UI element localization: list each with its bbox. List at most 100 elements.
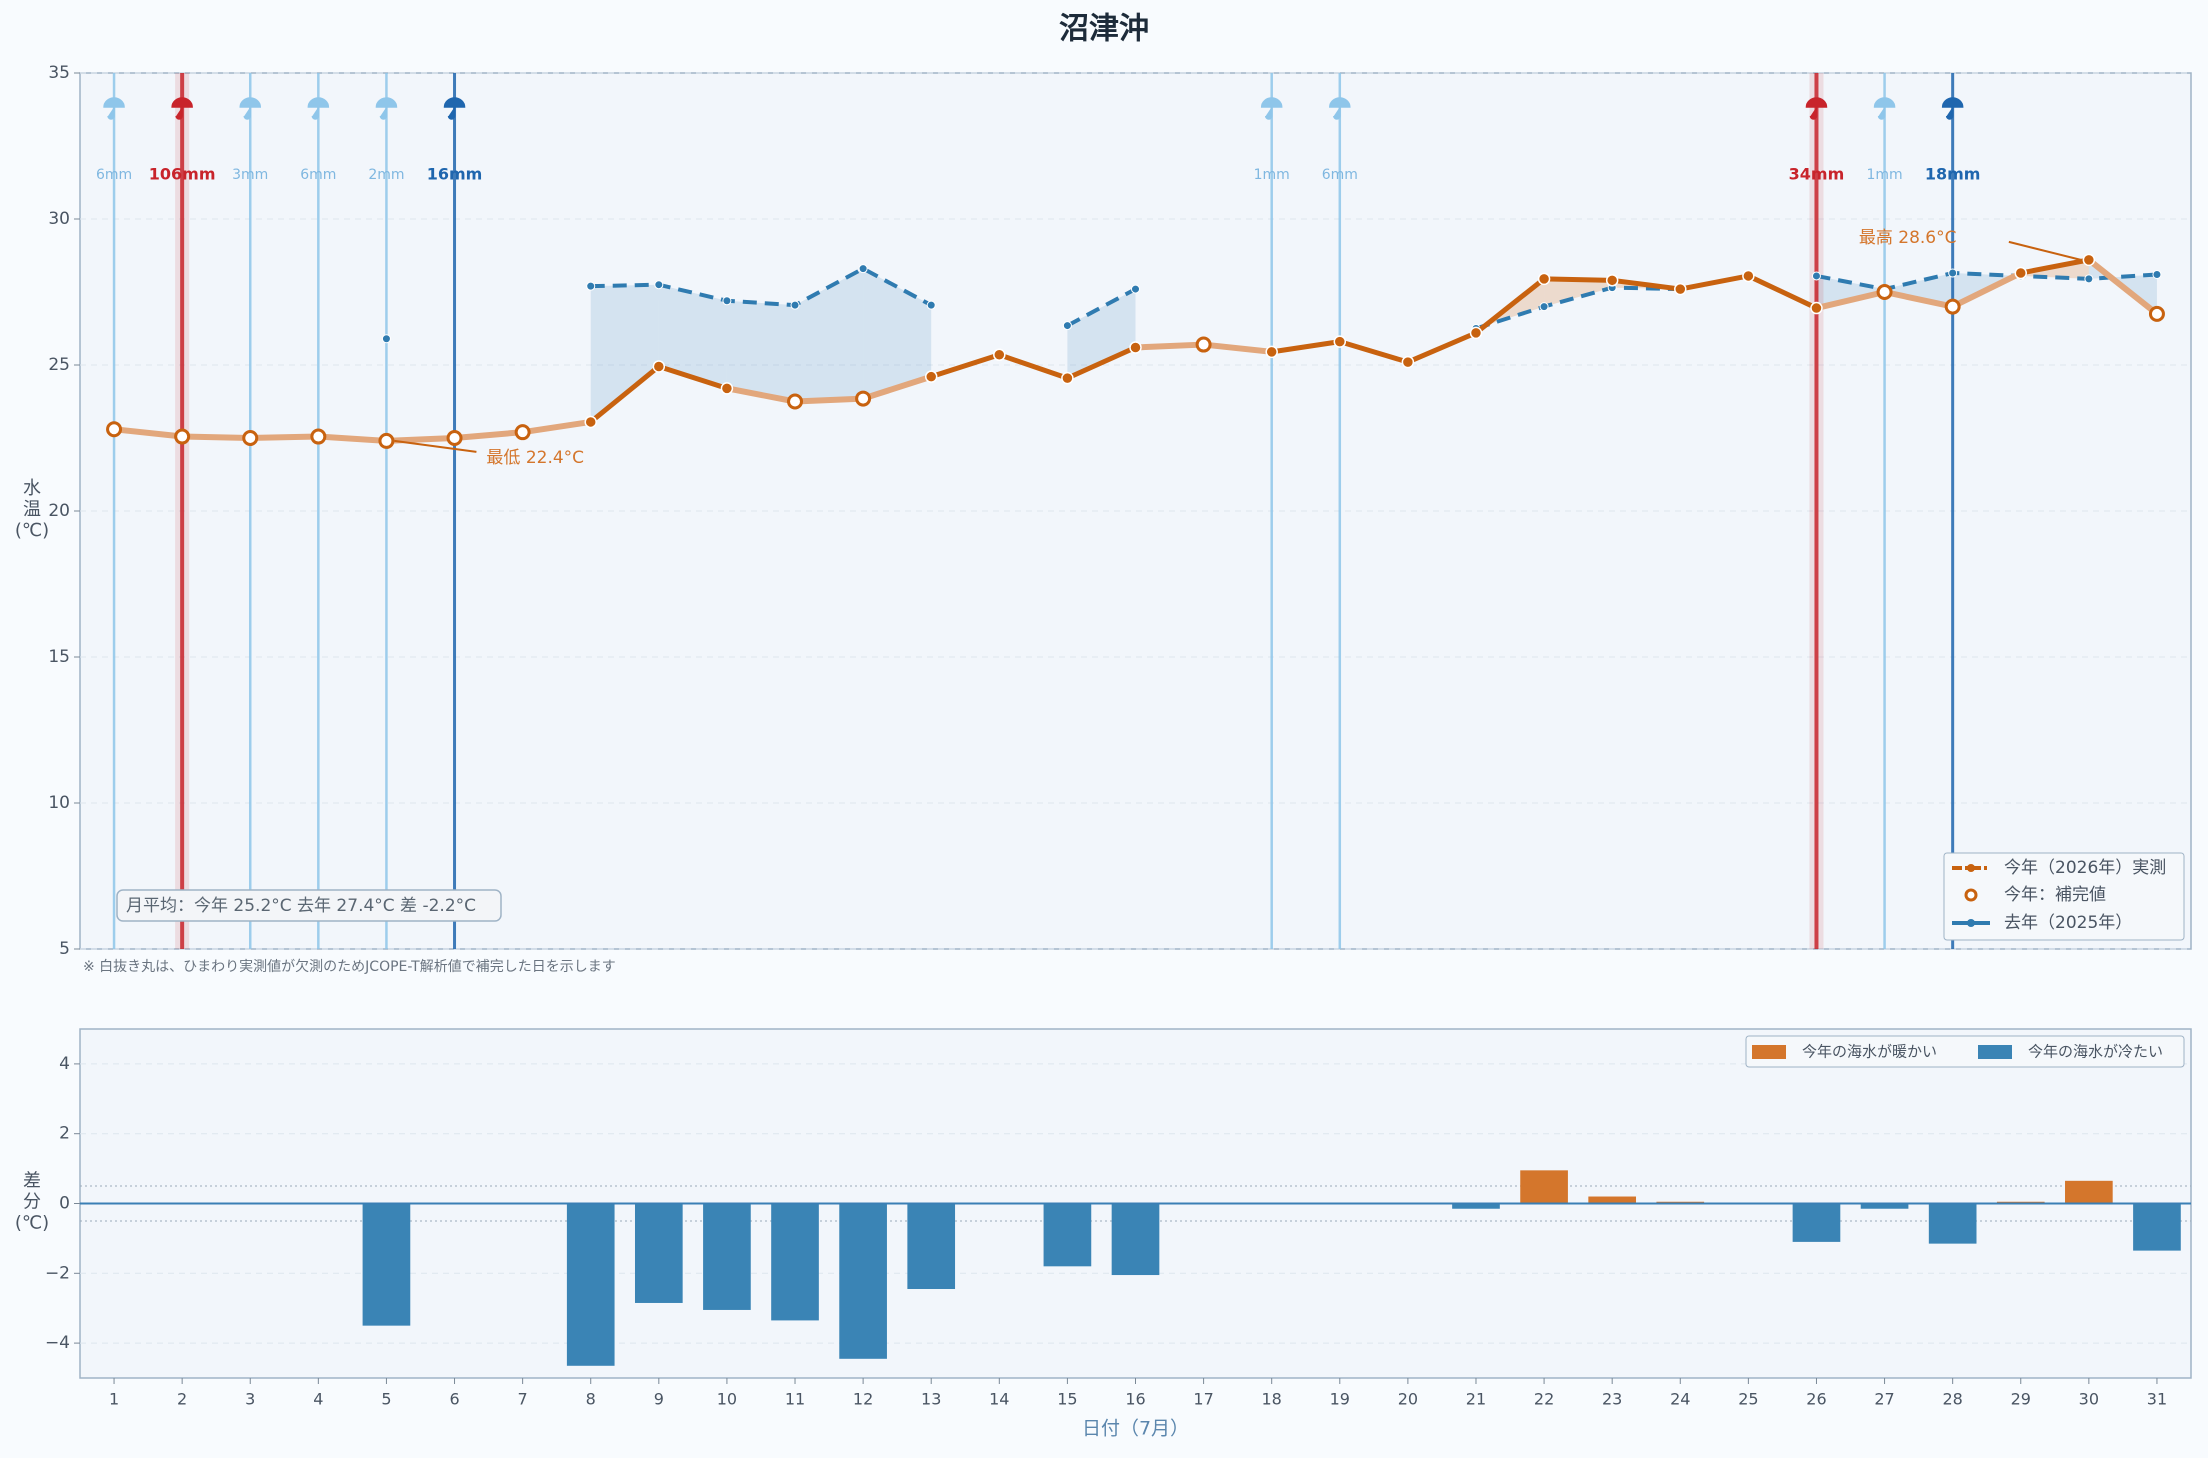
this-year-line	[1611, 277, 1681, 292]
difference-area	[1884, 273, 1953, 307]
bar	[2065, 1180, 2113, 1204]
rain-label: 6mm	[1322, 167, 1358, 183]
x-tick-label: 11	[785, 1390, 805, 1409]
this-year-point	[1605, 274, 1619, 287]
x-tick-label: 15	[1057, 1390, 1077, 1409]
this-year-point	[720, 382, 734, 395]
last-year-point	[926, 300, 936, 310]
umbrella-icon	[443, 97, 466, 120]
x-axis-label: 日付（7月）	[1082, 1418, 1189, 1440]
bar	[1860, 1203, 1909, 1209]
this-year-line	[726, 385, 796, 405]
x-tick-label: 10	[717, 1390, 737, 1409]
interpolated-point	[1195, 336, 1212, 353]
last-year-point	[1539, 302, 1549, 312]
rain-label: 16mm	[427, 165, 483, 184]
this-year-line	[2086, 257, 2159, 317]
legend-label: 今年（2026年）実測	[2004, 858, 2166, 878]
this-year-point	[584, 415, 597, 429]
y-axis-label: (℃)	[15, 520, 49, 541]
this-year-point	[993, 348, 1006, 362]
plot-area	[79, 72, 2192, 950]
difference-area	[1544, 278, 1613, 307]
umbrella-icon	[1941, 97, 1964, 120]
bar	[1452, 1203, 1500, 1209]
x-tick-label: 13	[921, 1390, 941, 1409]
rain-label: 1mm	[1866, 167, 1902, 183]
rain-label: 1mm	[1254, 167, 1290, 183]
rain-label: 18mm	[1925, 165, 1981, 184]
umbrella-icon	[103, 97, 125, 120]
x-tick-label: 1	[109, 1390, 119, 1409]
umbrella-icon	[1873, 97, 1896, 120]
bar	[1520, 1170, 1568, 1204]
difference-area	[726, 300, 796, 402]
this-year-line	[658, 364, 728, 391]
this-year-line	[1815, 289, 1886, 311]
x-tick-label: 4	[313, 1390, 323, 1409]
x-tick-label: 9	[654, 1390, 664, 1409]
bar	[839, 1203, 887, 1359]
last-year-line	[1816, 271, 2158, 292]
x-tick-label: 21	[1466, 1390, 1486, 1409]
this-year-line	[318, 433, 387, 444]
last-year-point	[654, 280, 664, 290]
this-year-line	[2020, 257, 2090, 276]
difference-area	[658, 284, 727, 389]
bar	[771, 1203, 819, 1321]
legend-swatch	[1967, 864, 1975, 872]
legend-swatch	[1978, 1045, 2012, 1059]
last-year-line	[590, 266, 933, 308]
umbrella-icon	[375, 97, 398, 120]
annotation: 最高 28.6°C	[1859, 228, 1957, 248]
bar	[703, 1203, 751, 1310]
umbrella-icon	[171, 97, 193, 120]
x-tick-label: 26	[1806, 1390, 1826, 1409]
y-tick-label: 35	[48, 63, 70, 83]
this-year-point	[1265, 345, 1278, 359]
interpolated-point	[1876, 284, 1893, 300]
this-year-line	[454, 429, 523, 441]
last-year-point	[1948, 268, 1958, 278]
x-tick-label: 7	[518, 1390, 528, 1409]
x-tick-label: 8	[586, 1390, 596, 1409]
this-year-line	[250, 433, 319, 441]
x-tick-label: 14	[989, 1390, 1009, 1409]
bar	[2133, 1203, 2181, 1251]
bar	[362, 1203, 411, 1326]
x-tick-label: 3	[245, 1390, 255, 1409]
x-tick-label: 17	[1193, 1390, 1213, 1409]
this-year-line	[1679, 273, 1749, 292]
x-tick-label: 29	[2011, 1390, 2031, 1409]
y-tick-label: 25	[48, 355, 70, 375]
umbrella-icon	[307, 97, 330, 120]
difference-area	[1067, 289, 1136, 379]
x-tick-label: 30	[2079, 1390, 2099, 1409]
this-year-line	[1066, 345, 1137, 381]
this-year-point	[2082, 253, 2096, 267]
x-tick-label: 25	[1738, 1390, 1758, 1409]
this-year-line	[930, 352, 1001, 380]
last-year-point	[586, 281, 596, 291]
this-year-point	[1333, 335, 1347, 348]
legend-swatch	[1752, 1045, 1786, 1059]
this-year-line	[1406, 330, 1477, 365]
x-tick-label: 31	[2147, 1390, 2167, 1409]
this-year-point	[1537, 272, 1551, 286]
last-year-point	[790, 300, 800, 310]
this-year-point	[1401, 355, 1415, 369]
last-year-point	[381, 334, 391, 344]
summary: 月平均：今年 25.2°C 去年 27.4°C 差 -2.2°C	[126, 896, 476, 916]
this-year-line	[113, 426, 183, 440]
y-tick-label: 4	[59, 1054, 70, 1074]
legend-label: 今年の海水が暖かい	[1802, 1043, 1937, 1061]
this-year-line	[1544, 276, 1613, 283]
rain-label: 6mm	[300, 167, 336, 183]
this-year-line	[1951, 270, 2023, 310]
x-tick-label: 2	[177, 1390, 187, 1409]
umbrella-icon	[1805, 97, 1828, 120]
this-year-line	[1474, 276, 1546, 335]
this-year-line	[862, 373, 933, 402]
this-year-line	[1271, 339, 1341, 355]
